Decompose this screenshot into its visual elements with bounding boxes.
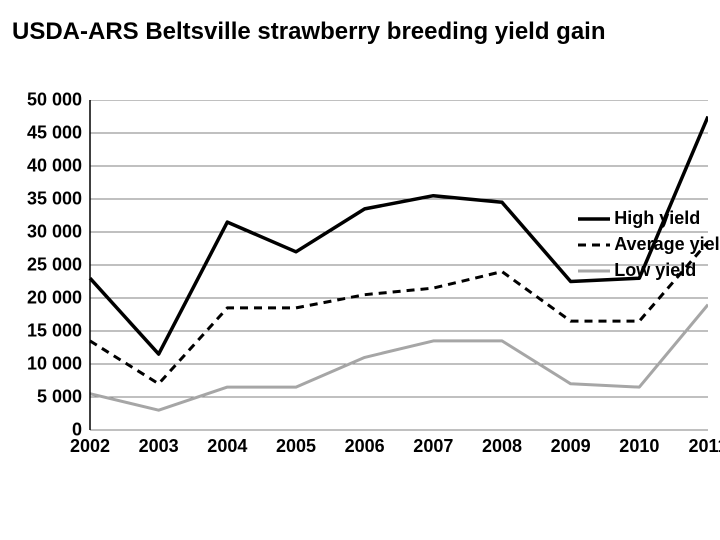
legend-label-low: Low yield: [614, 260, 696, 281]
x-tick-label: 2005: [276, 436, 316, 457]
legend-sample-low: [578, 261, 610, 281]
x-tick-label: 2002: [70, 436, 110, 457]
legend-label-average: Average yield: [614, 234, 720, 255]
chart-container: 05 00010 00015 00020 00025 00030 00035 0…: [12, 100, 708, 480]
x-tick-label: 2007: [413, 436, 453, 457]
legend-item-average: Average yield: [578, 232, 720, 258]
x-tick-label: 2010: [619, 436, 659, 457]
x-tick-label: 2006: [345, 436, 385, 457]
x-tick-label: 2008: [482, 436, 522, 457]
x-tick-label: 2009: [551, 436, 591, 457]
legend: High yield Average yield Low yield: [578, 206, 720, 284]
legend-label-high: High yield: [614, 208, 700, 229]
legend-sample-high: [578, 209, 610, 229]
legend-item-high: High yield: [578, 206, 720, 232]
x-tick-label: 2003: [139, 436, 179, 457]
x-tick-label: 2004: [207, 436, 247, 457]
chart-title: USDA-ARS Beltsville strawberry breeding …: [0, 0, 720, 46]
legend-item-low: Low yield: [578, 258, 720, 284]
x-tick-label: 2011: [688, 436, 720, 457]
x-axis-labels: 2002200320042005200620072008200920102011: [12, 436, 708, 466]
legend-sample-average: [578, 235, 610, 255]
